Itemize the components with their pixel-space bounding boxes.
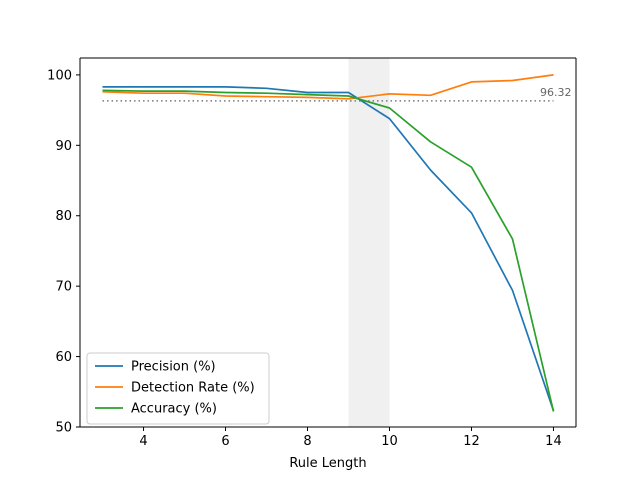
x-tick-label: 8 <box>303 434 311 449</box>
y-tick-label: 60 <box>55 350 72 365</box>
legend-label-0: Precision (%) <box>131 360 216 375</box>
axes <box>79 57 577 428</box>
reference-line-label: 96.32 <box>540 86 572 99</box>
y-tick-label: 100 <box>47 68 72 83</box>
y-tick-label: 90 <box>55 139 72 154</box>
series-line-1 <box>102 74 554 100</box>
y-tick-label: 70 <box>55 280 72 295</box>
x-tick-label: 6 <box>221 434 229 449</box>
y-tick-label: 50 <box>55 421 72 436</box>
ticks: 4 6 8 10 12 14 50 60 70 80 90 100 <box>47 68 562 449</box>
series-layer <box>102 74 555 412</box>
legend-label-1: Detection Rate (%) <box>131 381 255 396</box>
highlight-band-layer <box>348 58 390 427</box>
legend: Precision (%) Detection Rate (%) Accuracy … <box>86 352 270 425</box>
series-line-0 <box>102 86 555 412</box>
highlight-band <box>348 58 390 427</box>
x-tick-label: 4 <box>139 434 147 449</box>
legend-label-2: Accuracy (%) <box>131 402 217 417</box>
legend-box <box>86 352 270 425</box>
x-tick-label: 10 <box>381 434 398 449</box>
x-axis-label: Rule Length <box>289 456 366 471</box>
x-tick-label: 14 <box>545 434 562 449</box>
x-tick-label: 12 <box>463 434 480 449</box>
series-line-2 <box>102 89 555 412</box>
reference-line-layer: 96.32 <box>102 86 572 102</box>
y-tick-label: 80 <box>55 209 72 224</box>
